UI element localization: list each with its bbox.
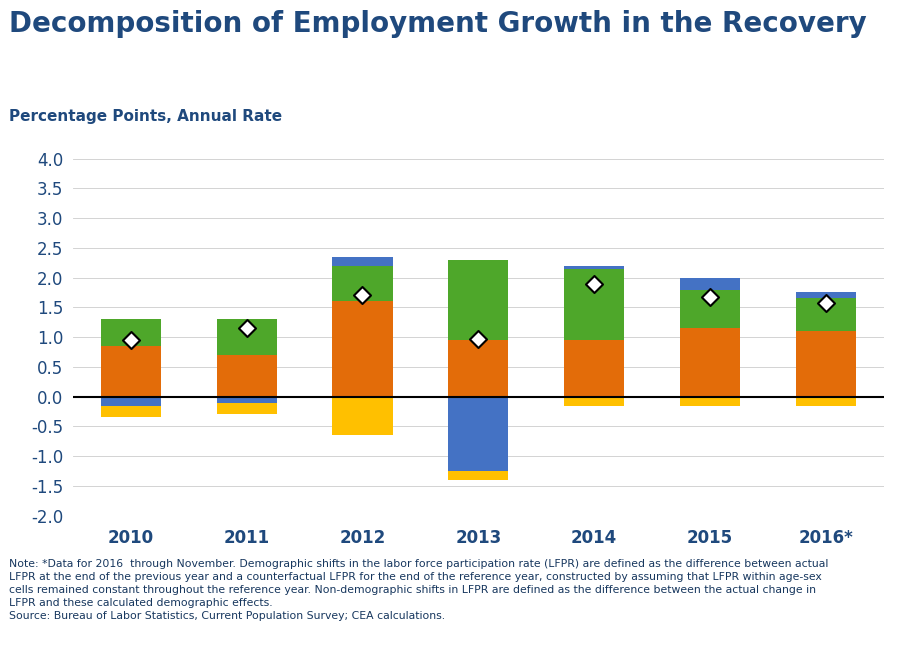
Point: [124, 335, 138, 346]
Bar: [564, 397, 624, 405]
Bar: [217, 319, 277, 355]
Bar: [680, 397, 740, 405]
Bar: [333, 301, 393, 397]
Bar: [795, 299, 855, 331]
Point: [471, 334, 486, 344]
Bar: [564, 340, 624, 397]
Bar: [101, 397, 161, 405]
Bar: [564, 266, 624, 268]
Bar: [795, 331, 855, 397]
Bar: [217, 403, 277, 414]
Point: [702, 292, 717, 302]
Bar: [217, 355, 277, 397]
Text: Note: *Data for 2016  through November. Demographic shifts in the labor force pa: Note: *Data for 2016 through November. D…: [9, 559, 828, 621]
Bar: [101, 346, 161, 397]
Bar: [795, 292, 855, 299]
Bar: [101, 319, 161, 346]
Bar: [795, 397, 855, 405]
Point: [587, 278, 601, 289]
Bar: [333, 397, 393, 436]
Bar: [680, 278, 740, 290]
Bar: [333, 256, 393, 266]
Bar: [448, 260, 508, 340]
Bar: [564, 269, 624, 340]
Point: [355, 290, 370, 301]
Bar: [333, 266, 393, 301]
Bar: [217, 397, 277, 403]
Bar: [680, 329, 740, 397]
Text: Percentage Points, Annual Rate: Percentage Points, Annual Rate: [9, 109, 282, 124]
Bar: [448, 397, 508, 471]
Bar: [101, 405, 161, 418]
Bar: [448, 471, 508, 480]
Point: [240, 323, 254, 334]
Bar: [448, 340, 508, 397]
Bar: [680, 290, 740, 329]
Text: Decomposition of Employment Growth in the Recovery: Decomposition of Employment Growth in th…: [9, 10, 867, 38]
Point: [818, 298, 833, 309]
